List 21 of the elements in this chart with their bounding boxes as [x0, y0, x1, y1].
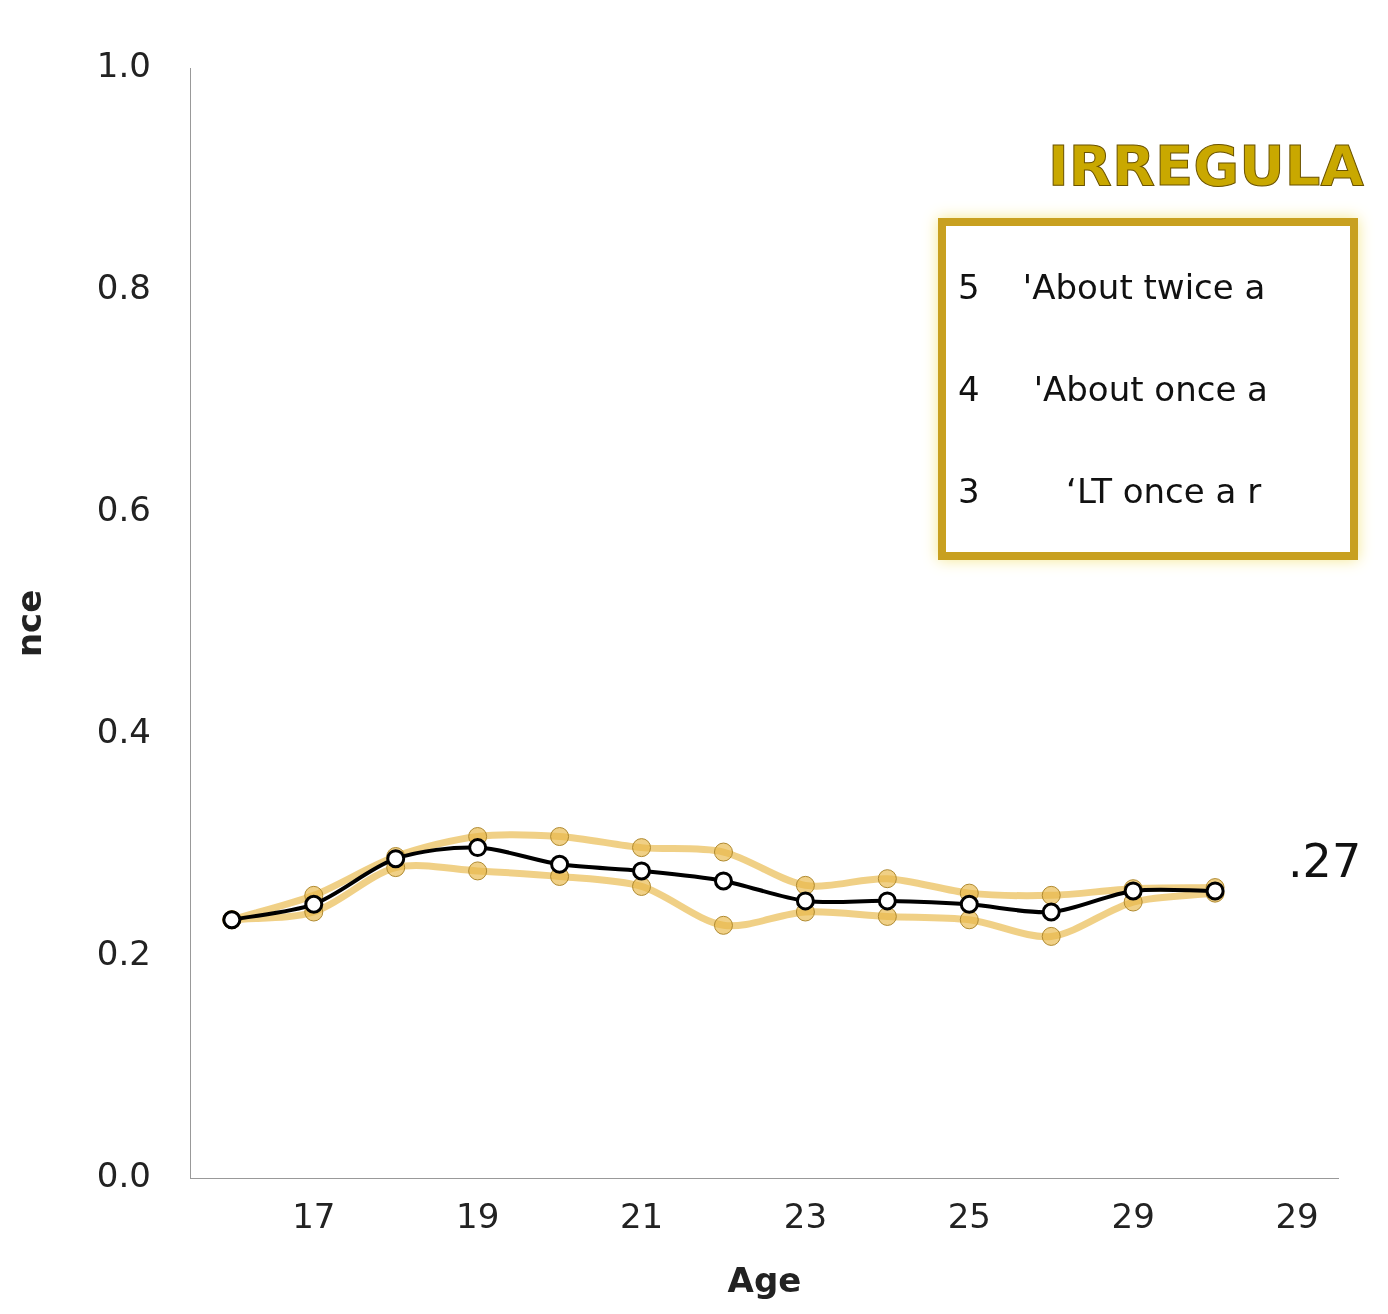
x-tick-label: 29 [1275, 1195, 1319, 1236]
annotation: 3 ‘LT once a r [958, 470, 1263, 513]
y-tick-label: 0.2 [96, 933, 151, 974]
x-tick-label: 17 [292, 1195, 336, 1236]
text: IRREGULA [1048, 133, 1364, 198]
y-tick-label: 0.6 [96, 489, 151, 530]
annotation: 4 'About once a [958, 368, 1269, 411]
y-tick-label: 0.8 [96, 267, 151, 308]
x-tick-label: 23 [783, 1195, 828, 1236]
x-tick-label: 25 [947, 1195, 991, 1236]
annotation: 5 'About twice a [958, 266, 1267, 309]
y-axis-title: nce [9, 589, 50, 658]
x-tick-label: 19 [456, 1195, 500, 1236]
annotation: .27 [1288, 834, 1362, 888]
x-tick-label: 29 [1111, 1195, 1155, 1236]
y-tick-label: 0.0 [96, 1155, 151, 1196]
x-tick-label: 21 [619, 1195, 664, 1236]
x-axis-title: Age [727, 1260, 802, 1301]
y-tick-label: 0.4 [96, 711, 151, 752]
y-tick-label: 1.0 [96, 45, 151, 86]
framed-note: 5 'About twice a 4 'About once a 3 ‘LT once a r [938, 218, 1358, 560]
